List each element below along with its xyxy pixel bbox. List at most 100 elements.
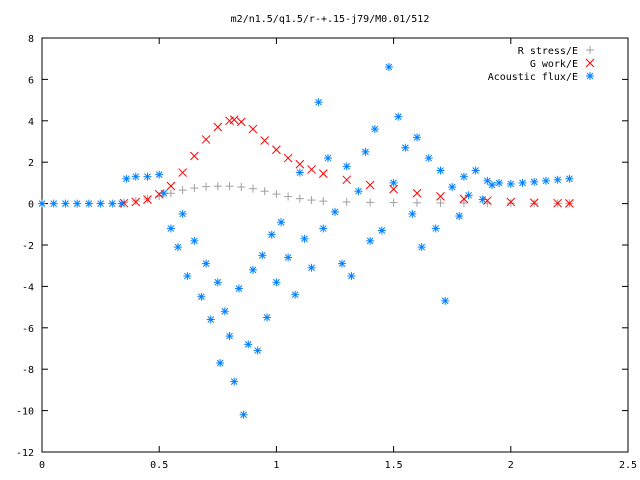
data-point xyxy=(488,180,497,189)
data-point xyxy=(143,172,152,181)
data-point xyxy=(342,197,351,206)
data-point xyxy=(553,175,562,184)
data-point xyxy=(506,179,515,188)
data-point xyxy=(202,259,211,268)
legend-entry: R stress/E xyxy=(518,46,594,57)
plot-frame xyxy=(41,37,629,453)
data-point xyxy=(370,125,379,134)
data-point xyxy=(213,278,222,287)
y-tick-label: -6 xyxy=(22,324,34,335)
x-tick: 2.5 xyxy=(619,38,637,471)
y-tick-label: 6 xyxy=(28,75,34,86)
data-point xyxy=(49,199,58,208)
data-point xyxy=(230,377,239,386)
data-point xyxy=(284,253,293,262)
data-point xyxy=(441,296,450,305)
data-point xyxy=(190,184,199,193)
data-point xyxy=(436,166,445,175)
data-point xyxy=(237,183,246,192)
data-point xyxy=(394,112,403,121)
data-point xyxy=(201,135,211,144)
data-point xyxy=(455,212,464,221)
data-point xyxy=(96,199,105,208)
x-tick-label: 1.5 xyxy=(385,460,403,471)
y-tick-label: -8 xyxy=(22,365,34,376)
data-point xyxy=(155,170,164,179)
data-point xyxy=(267,230,276,239)
data-point xyxy=(260,187,269,196)
data-point xyxy=(244,340,253,349)
data-point xyxy=(553,198,563,208)
data-point xyxy=(459,194,469,204)
data-point xyxy=(277,218,286,227)
y-tick-label: 4 xyxy=(28,117,34,128)
series-3 xyxy=(38,62,574,419)
data-point xyxy=(319,197,328,206)
legend-marker xyxy=(586,46,594,54)
data-point xyxy=(412,188,422,198)
data-point xyxy=(389,184,398,194)
y-tick: 4 xyxy=(28,117,628,128)
data-point xyxy=(178,186,187,195)
data-point xyxy=(541,176,550,185)
data-point xyxy=(253,346,262,355)
y-tick-label: 0 xyxy=(28,200,34,211)
data-point xyxy=(166,181,176,191)
chart-title: m2/n1.5/q1.5/r-+.15-j79/M0.01/512 xyxy=(231,14,430,25)
y-tick: 6 xyxy=(28,75,628,86)
x-tick-label: 0 xyxy=(39,460,45,471)
data-point xyxy=(307,263,316,272)
y-tick: 0 xyxy=(28,200,628,211)
legend-label: Acoustic flux/E xyxy=(488,72,578,83)
data-point xyxy=(377,226,386,235)
data-point xyxy=(248,184,257,193)
y-tick: 8 xyxy=(28,34,628,45)
legend: R stress/E G work/E Acoustic flux/E xyxy=(488,46,595,83)
data-point xyxy=(213,122,223,132)
data-point xyxy=(318,169,328,178)
data-point xyxy=(229,115,239,125)
data-point xyxy=(155,192,164,201)
legend-label: R stress/E xyxy=(518,46,578,57)
data-point xyxy=(272,145,281,155)
data-point xyxy=(173,243,182,252)
data-point xyxy=(131,172,140,181)
data-point xyxy=(143,195,152,204)
data-point xyxy=(366,198,375,207)
data-point xyxy=(459,198,468,207)
data-point xyxy=(295,168,304,177)
data-point xyxy=(424,154,433,163)
data-point xyxy=(272,278,281,287)
data-point xyxy=(225,182,234,191)
x-tick: 0.5 xyxy=(150,38,168,471)
data-point xyxy=(529,198,539,208)
data-point xyxy=(342,162,351,171)
legend-entry: Acoustic flux/E xyxy=(488,72,594,83)
data-point xyxy=(483,176,492,185)
x-tick-label: 2.5 xyxy=(619,460,637,471)
data-point xyxy=(197,292,206,301)
series-layer xyxy=(38,62,574,419)
data-point xyxy=(178,209,187,218)
data-point xyxy=(248,124,258,134)
data-point xyxy=(84,199,93,208)
data-point xyxy=(202,182,211,191)
data-point xyxy=(213,182,222,191)
legend-marker xyxy=(586,72,594,80)
data-point xyxy=(347,272,356,281)
data-point xyxy=(518,178,527,187)
data-point xyxy=(234,284,243,293)
y-tick-label: 8 xyxy=(28,34,34,45)
x-tick: 2 xyxy=(508,38,514,471)
y-tick: 2 xyxy=(28,158,628,169)
data-point xyxy=(295,194,304,203)
data-point xyxy=(108,199,117,208)
data-point xyxy=(319,224,328,233)
data-point xyxy=(323,154,332,163)
data-point xyxy=(506,197,516,207)
data-point xyxy=(183,272,192,281)
data-point xyxy=(159,189,168,198)
data-point xyxy=(178,168,187,177)
x-tick-label: 0.5 xyxy=(150,460,168,471)
